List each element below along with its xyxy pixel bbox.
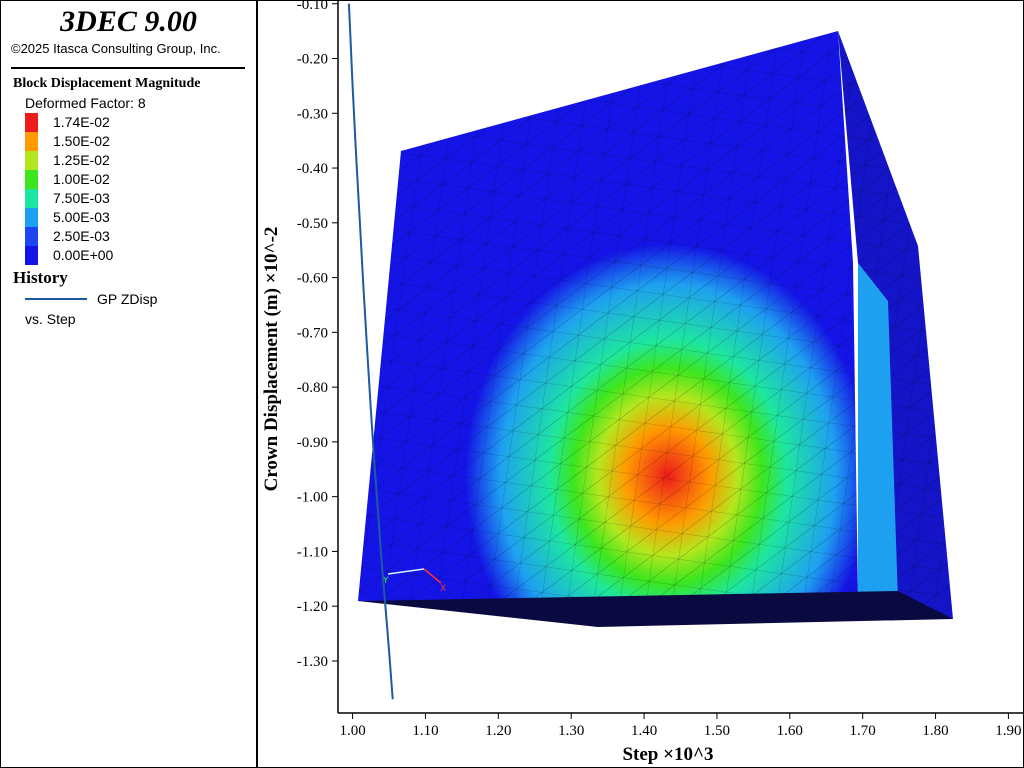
y-tick-label: -0.60: [297, 271, 328, 287]
history-vs-label: vs. Step: [25, 311, 76, 327]
colorbar-label: 7.50E-03: [53, 190, 110, 206]
app-title: 3DEC 9.00: [60, 5, 197, 38]
colorbar-swatch: [25, 132, 38, 151]
x-tick-label: 1.80: [922, 723, 948, 739]
plot-area[interactable]: Y X -0.10 -0.20 -0.30 -0.40 -0.50 -0.60 -0.70-…: [258, 1, 1023, 767]
history-title: History: [13, 268, 68, 287]
block-face-bottom: [358, 591, 953, 627]
colorbar-swatch: [25, 227, 38, 246]
y-tick-label: -0.50: [297, 216, 328, 232]
x-axis-title: Step ×10^3: [622, 744, 713, 765]
colorbar-label: 5.00E-03: [53, 209, 110, 225]
x-axis-ticks: 1.00 1.10 1.20 1.30 1.40 1.50 1.60 1.70 1.80 1.90: [339, 713, 1022, 739]
colorbar-label: 1.74E-02: [53, 114, 110, 130]
block-mesh-front: [358, 31, 858, 601]
colorbar-label: 2.50E-03: [53, 228, 110, 244]
colorbar-swatch: [25, 151, 38, 170]
x-tick-label: 1.20: [485, 723, 511, 739]
legend-divider: [11, 67, 245, 69]
block-contour-title: Block Displacement Magnitude: [13, 76, 201, 91]
y-tick-label: -0.70: [297, 325, 328, 341]
colorbar-label: 1.50E-02: [53, 133, 110, 149]
colorbar-label: 1.00E-02: [53, 171, 110, 187]
copyright-text: ©2025 Itasca Consulting Group, Inc.: [11, 41, 221, 56]
colorbar-swatch: [25, 189, 38, 208]
history-line-swatch: [25, 298, 87, 300]
colorbar-label: 0.00E+00: [53, 247, 114, 263]
x-tick-label: 1.30: [558, 723, 584, 739]
y-tick-label: -0.10: [297, 1, 328, 13]
y-tick-label: -0.40: [297, 161, 328, 177]
colorbar-swatch: [25, 170, 38, 189]
history-series-line: [347, 3, 394, 700]
colorbar-swatch: [25, 246, 38, 265]
y-tick-label: -0.80: [297, 380, 328, 396]
legend-panel: 3DEC 9.00 ©2025 Itasca Consulting Group,…: [1, 1, 258, 767]
colorbar-label: 1.25E-02: [53, 152, 110, 168]
y-axis-title: Crown Displacement (m) ×10^-2: [261, 227, 282, 492]
colorbar-swatch: [25, 113, 38, 132]
x-tick-label: 1.70: [850, 723, 876, 739]
x-tick-label: 1.50: [704, 723, 730, 739]
svg-text:X: X: [440, 584, 446, 594]
y-tick-label: -0.90: [297, 435, 328, 451]
deformed-factor-label: Deformed Factor: 8: [25, 95, 146, 111]
series-layer: [347, 3, 394, 700]
axis-triad-icon: Y X: [382, 568, 446, 594]
history-series-label: GP ZDisp: [97, 291, 158, 307]
y-tick-label: -0.20: [297, 52, 328, 68]
y-tick-label: -1.10: [297, 544, 328, 560]
tunnel-side-wall: [858, 263, 898, 601]
x-tick-label: 1.10: [412, 723, 438, 739]
y-tick-label: -1.20: [297, 599, 328, 615]
plot-canvas[interactable]: Y X -0.10-0.20-0.30-0.40-0.50-0.60-0.70-…: [258, 1, 1023, 767]
block-model: [358, 31, 953, 627]
x-tick-label: 1.60: [777, 723, 803, 739]
y-tick-label: -0.30: [297, 106, 328, 122]
x-tick-label: 1.00: [339, 723, 365, 739]
x-tick-label: 1.90: [995, 723, 1021, 739]
y-tick-label: -1.30: [297, 654, 328, 670]
block-mesh-side: [838, 31, 953, 619]
y-tick-label: -1.00: [297, 490, 328, 506]
y-axis-ticks: -0.10 -0.20 -0.30 -0.40 -0.50 -0.60 -0.70 -0.80…: [297, 1, 338, 670]
colorbar-swatch: [25, 208, 38, 227]
svg-text:Y: Y: [382, 576, 389, 586]
x-tick-label: 1.40: [631, 723, 657, 739]
